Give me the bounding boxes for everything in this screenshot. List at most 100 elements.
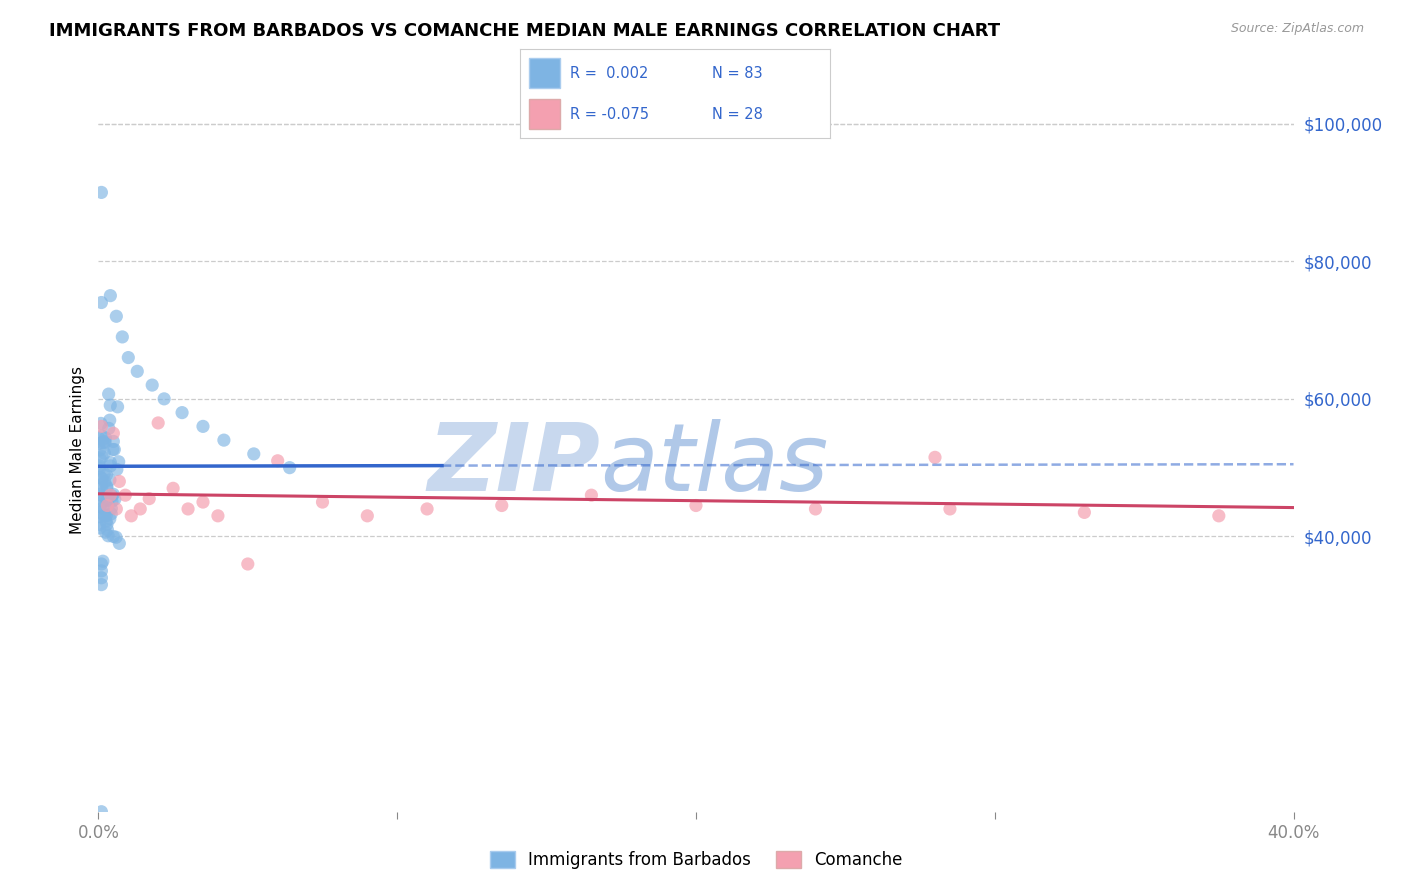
Point xyxy=(191,495,214,509)
FancyBboxPatch shape xyxy=(530,99,561,129)
Point xyxy=(98,288,122,302)
Point xyxy=(91,554,114,568)
Point xyxy=(685,499,707,513)
Point xyxy=(103,434,125,449)
Point xyxy=(243,447,266,461)
Point xyxy=(90,557,112,571)
Text: atlas: atlas xyxy=(600,419,828,510)
Point xyxy=(90,186,112,200)
Y-axis label: Median Male Earnings: Median Male Earnings xyxy=(69,367,84,534)
Point xyxy=(90,295,112,310)
Point xyxy=(90,805,112,819)
Point xyxy=(107,455,129,469)
Point xyxy=(90,577,112,591)
Point xyxy=(91,435,114,450)
Point xyxy=(939,502,962,516)
Point xyxy=(96,493,118,508)
Point xyxy=(278,460,301,475)
Point xyxy=(111,330,134,344)
Point xyxy=(207,508,229,523)
Point xyxy=(103,529,125,543)
Point xyxy=(100,507,122,521)
Text: IMMIGRANTS FROM BARBADOS VS COMANCHE MEDIAN MALE EARNINGS CORRELATION CHART: IMMIGRANTS FROM BARBADOS VS COMANCHE MED… xyxy=(49,22,1000,40)
Point xyxy=(172,406,194,420)
Point xyxy=(90,478,112,492)
Point xyxy=(416,502,439,516)
Point xyxy=(1208,508,1230,523)
Point xyxy=(141,378,163,392)
Point xyxy=(98,488,122,502)
Point xyxy=(162,481,184,495)
Point xyxy=(87,431,110,445)
Point xyxy=(93,475,115,489)
Point xyxy=(148,416,170,430)
Point xyxy=(105,530,128,544)
Point xyxy=(127,364,149,378)
Point xyxy=(89,452,111,467)
Point xyxy=(120,508,142,523)
Point xyxy=(100,456,122,470)
Point xyxy=(804,502,827,516)
Point xyxy=(96,508,118,523)
Point xyxy=(98,473,121,487)
Point xyxy=(93,508,115,523)
Point xyxy=(114,488,136,502)
Point xyxy=(108,536,131,550)
Point xyxy=(90,429,112,443)
Point xyxy=(491,499,513,513)
Point xyxy=(96,467,118,482)
Point xyxy=(89,517,111,532)
Point xyxy=(100,458,122,473)
Point xyxy=(94,435,117,450)
Text: N = 28: N = 28 xyxy=(711,107,763,121)
Point xyxy=(89,500,111,514)
Point xyxy=(98,413,121,427)
Point xyxy=(1073,505,1095,519)
Point xyxy=(89,487,111,501)
Point xyxy=(191,419,214,434)
Text: R = -0.075: R = -0.075 xyxy=(569,107,648,121)
Point xyxy=(89,521,111,535)
Point xyxy=(94,514,117,528)
Point xyxy=(89,461,111,475)
Point xyxy=(97,421,120,435)
Point xyxy=(103,426,125,441)
Point xyxy=(90,571,112,585)
Point xyxy=(89,470,111,484)
Point xyxy=(96,479,118,493)
Point xyxy=(90,419,112,434)
Point xyxy=(236,557,259,571)
Point xyxy=(93,494,115,508)
Point xyxy=(91,489,114,503)
Legend: Immigrants from Barbados, Comanche: Immigrants from Barbados, Comanche xyxy=(482,844,910,876)
Point xyxy=(581,488,603,502)
Point xyxy=(108,475,131,489)
Point xyxy=(924,450,946,465)
Point xyxy=(96,499,118,513)
Point xyxy=(93,446,115,460)
FancyBboxPatch shape xyxy=(530,58,561,88)
Point xyxy=(129,502,152,516)
Point xyxy=(96,481,118,495)
Text: Source: ZipAtlas.com: Source: ZipAtlas.com xyxy=(1230,22,1364,36)
Point xyxy=(96,517,118,532)
Point xyxy=(91,501,114,516)
Point xyxy=(104,492,127,507)
Point xyxy=(105,502,128,516)
Point xyxy=(101,489,124,503)
Point xyxy=(356,508,378,523)
Point xyxy=(177,502,200,516)
Point xyxy=(100,501,122,516)
Point xyxy=(97,387,120,401)
Point xyxy=(87,509,110,524)
Point xyxy=(105,310,128,324)
Point xyxy=(89,442,111,457)
Point xyxy=(98,398,121,412)
Point xyxy=(97,529,120,543)
Point xyxy=(87,436,110,450)
Point xyxy=(90,417,112,431)
Point xyxy=(153,392,176,406)
Point xyxy=(107,400,129,414)
Point xyxy=(90,564,112,578)
Text: R =  0.002: R = 0.002 xyxy=(569,66,648,80)
